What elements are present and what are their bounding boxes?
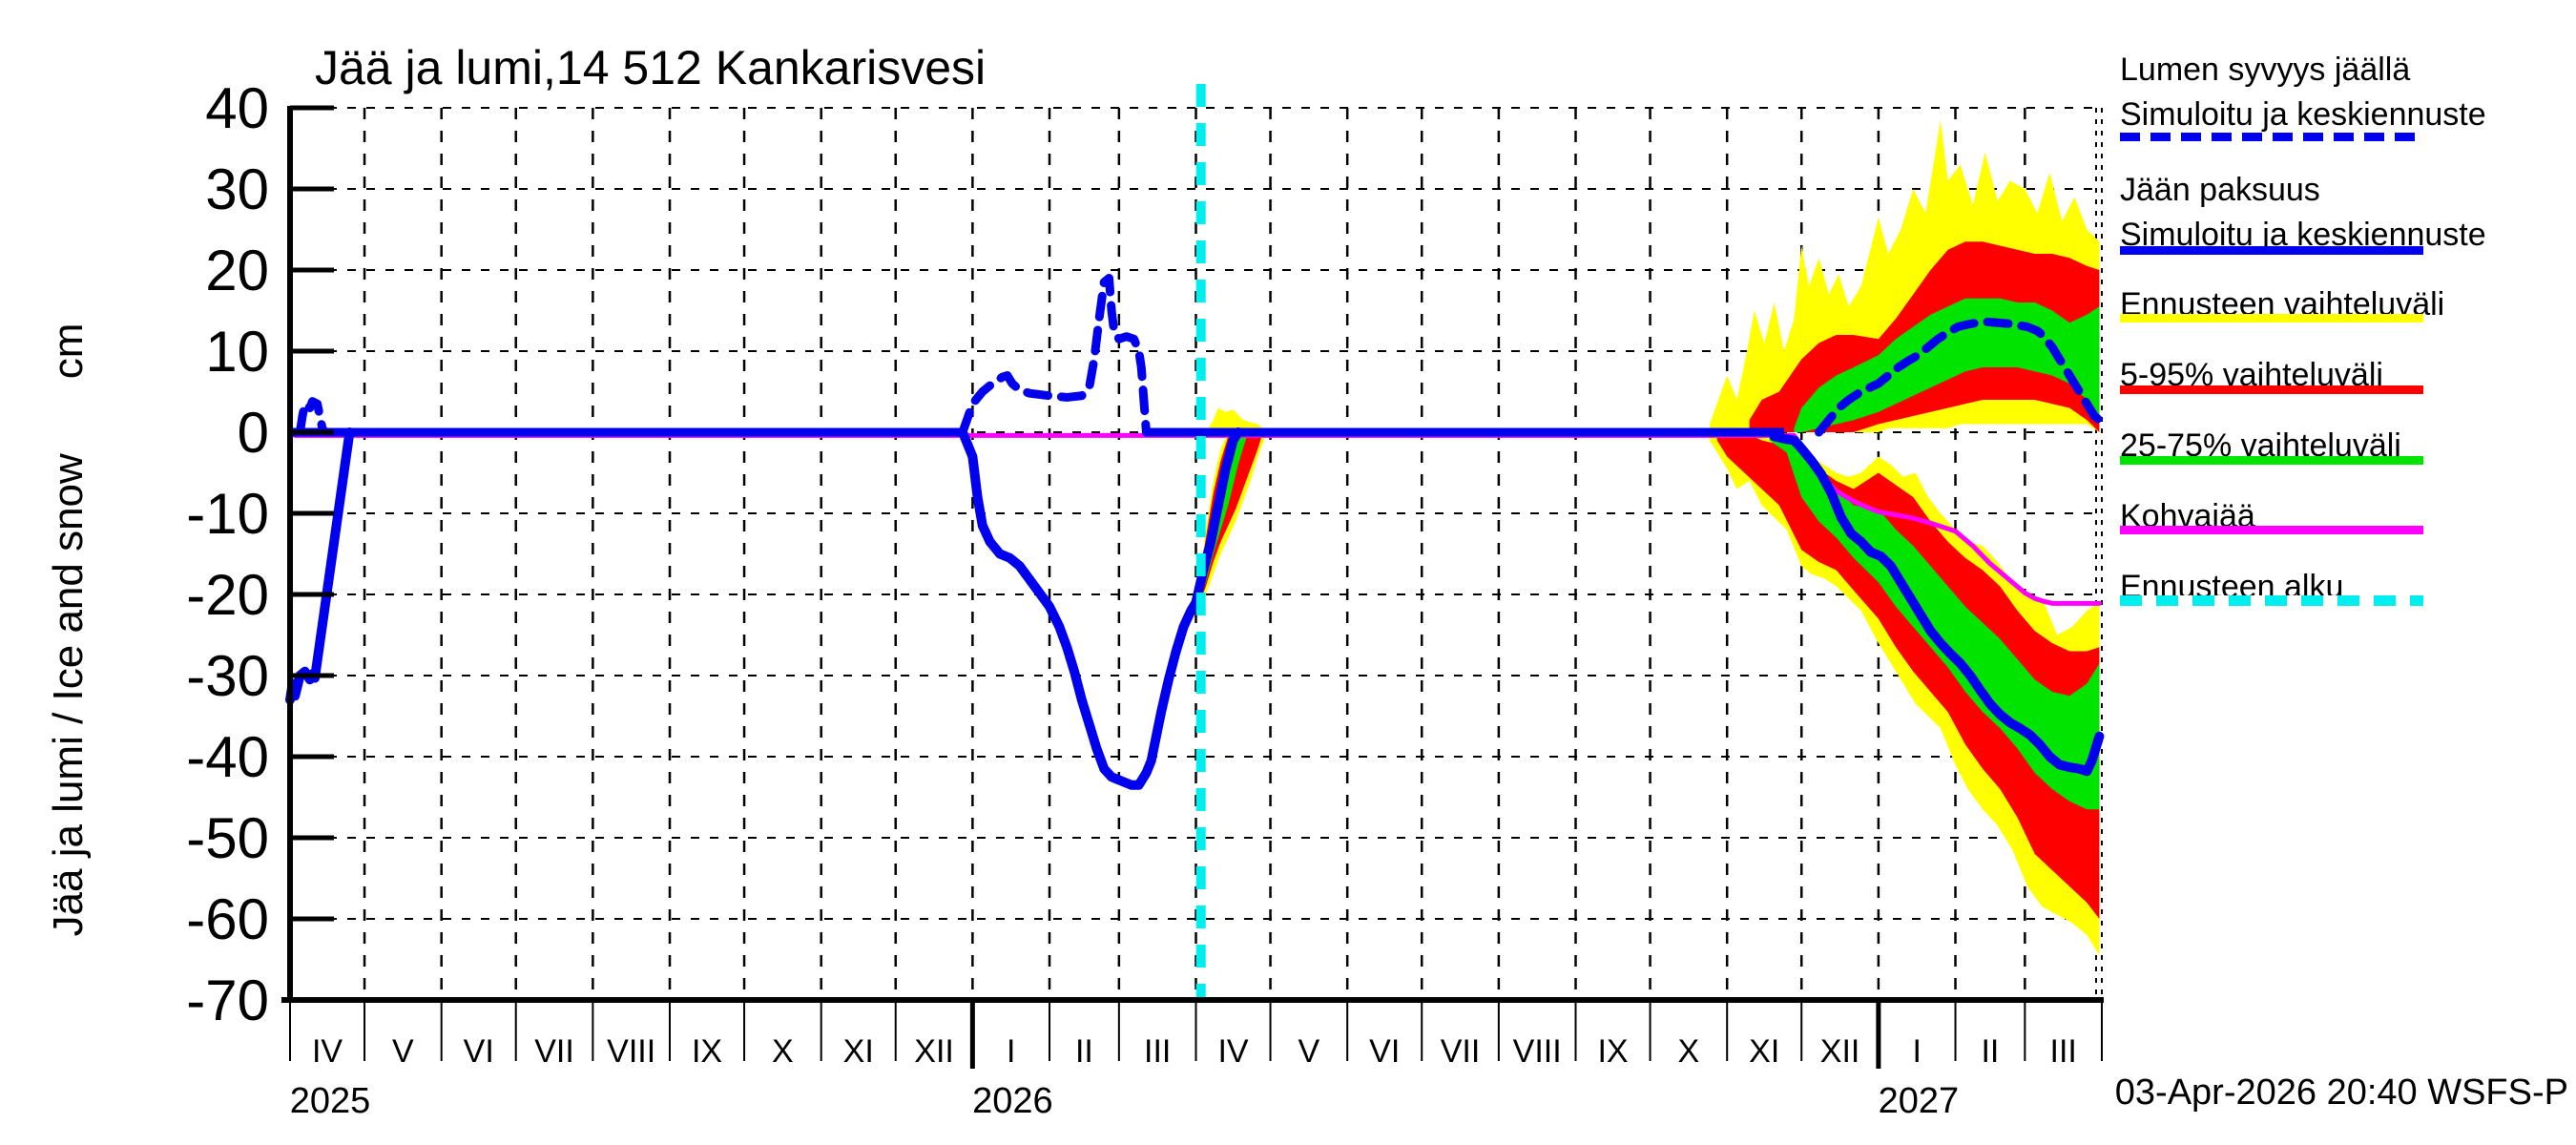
y-axis-label: Jää ja lumi / Ice and snow cm [45,323,93,937]
y-tick-label: 10 [205,320,269,384]
x-month-label: X [772,1033,794,1070]
x-month-label: V [1298,1033,1320,1070]
x-month-label: XII [1820,1033,1860,1070]
x-year-label: 2025 [290,1081,371,1121]
x-month-label: VI [464,1033,494,1070]
melt-range-band-yellow [1198,432,1268,611]
legend-item-label: Lumen syvyys jäällä [2120,52,2411,88]
x-month-label: V [392,1033,414,1070]
y-tick-label: -40 [186,725,269,789]
ice-band-5-95 [1716,432,2100,919]
ice-forecast-median-line [1769,431,2105,777]
x-year-label: 2026 [972,1081,1053,1121]
y-tick-label: -10 [186,482,269,546]
y-tick-label: 20 [205,239,269,302]
chart-title: Jää ja lumi,14 512 Kankarisvesi [315,41,987,94]
x-month-label: III [2050,1033,2077,1070]
x-month-label: II [1981,1033,1999,1070]
x-month-label: II [1075,1033,1093,1070]
y-tick-label: -50 [186,806,269,870]
legend-swatch-dashed-blue [2120,133,2423,141]
ice-range-band-yellow [1707,432,2100,956]
legend-swatch-dashed-cyan [2120,595,2423,606]
snow-depth-line [958,274,1151,437]
y-axis-unit: cm [45,323,92,380]
legend-swatch-solid-blue [2120,246,2423,255]
melt-snow-band-yellow [1208,407,1268,432]
snow-forecast-median-line [1814,317,2104,437]
x-month-label: VIII [1513,1033,1562,1070]
ice-thickness-line [285,427,355,705]
x-month-label: IV [1217,1033,1248,1070]
legend-swatch-solid-green [2120,456,2423,465]
x-month-label: VIII [607,1033,655,1070]
x-month-label: IX [1597,1033,1628,1070]
snow-band-25-75 [1794,298,2100,432]
x-month-label: XI [843,1033,874,1070]
y-tick-label: -30 [186,644,269,708]
legend-item: Lumen syvyys jäällä Simuloitu ja keskienn… [2120,48,2486,137]
x-year-label: 2027 [1879,1081,1960,1121]
melt-band-5-95 [1198,432,1263,607]
y-tick-label: 40 [205,76,269,140]
y-tick-label: -70 [186,968,269,1032]
x-month-label: VII [534,1033,574,1070]
x-month-label: XII [914,1033,954,1070]
x-month-label: I [1912,1033,1921,1070]
x-month-label: III [1144,1033,1171,1070]
y-tick-label: -60 [186,887,269,951]
legend-item-label: Jään paksuus [2120,172,2320,208]
legend-swatch-solid-magenta [2120,526,2423,534]
x-month-label: VII [1441,1033,1481,1070]
x-month-label: IX [692,1033,722,1070]
snow-depth-line [295,397,329,437]
legend-item-label: Simuloitu ja keskiennuste [2120,96,2486,133]
y-tick-label: -20 [186,563,269,627]
y-tick-label: 30 [205,157,269,221]
x-month-label: IV [312,1033,343,1070]
y-tick-label: 0 [238,401,269,465]
y-axis-label-text: Jää ja lumi / Ice and snow [45,453,92,937]
x-month-label: X [1678,1033,1700,1070]
legend-swatch-solid-red [2120,385,2423,394]
x-month-label: VI [1369,1033,1400,1070]
x-month-label: I [1007,1033,1015,1070]
timestamp: 03-Apr-2026 20:40 WSFS-P [2114,1072,2568,1113]
legend-swatch-solid-yellow [2120,314,2423,323]
legend-item: Jään paksuus Simuloitu ja keskiennuste [2120,168,2486,258]
x-month-label: XI [1749,1033,1779,1070]
